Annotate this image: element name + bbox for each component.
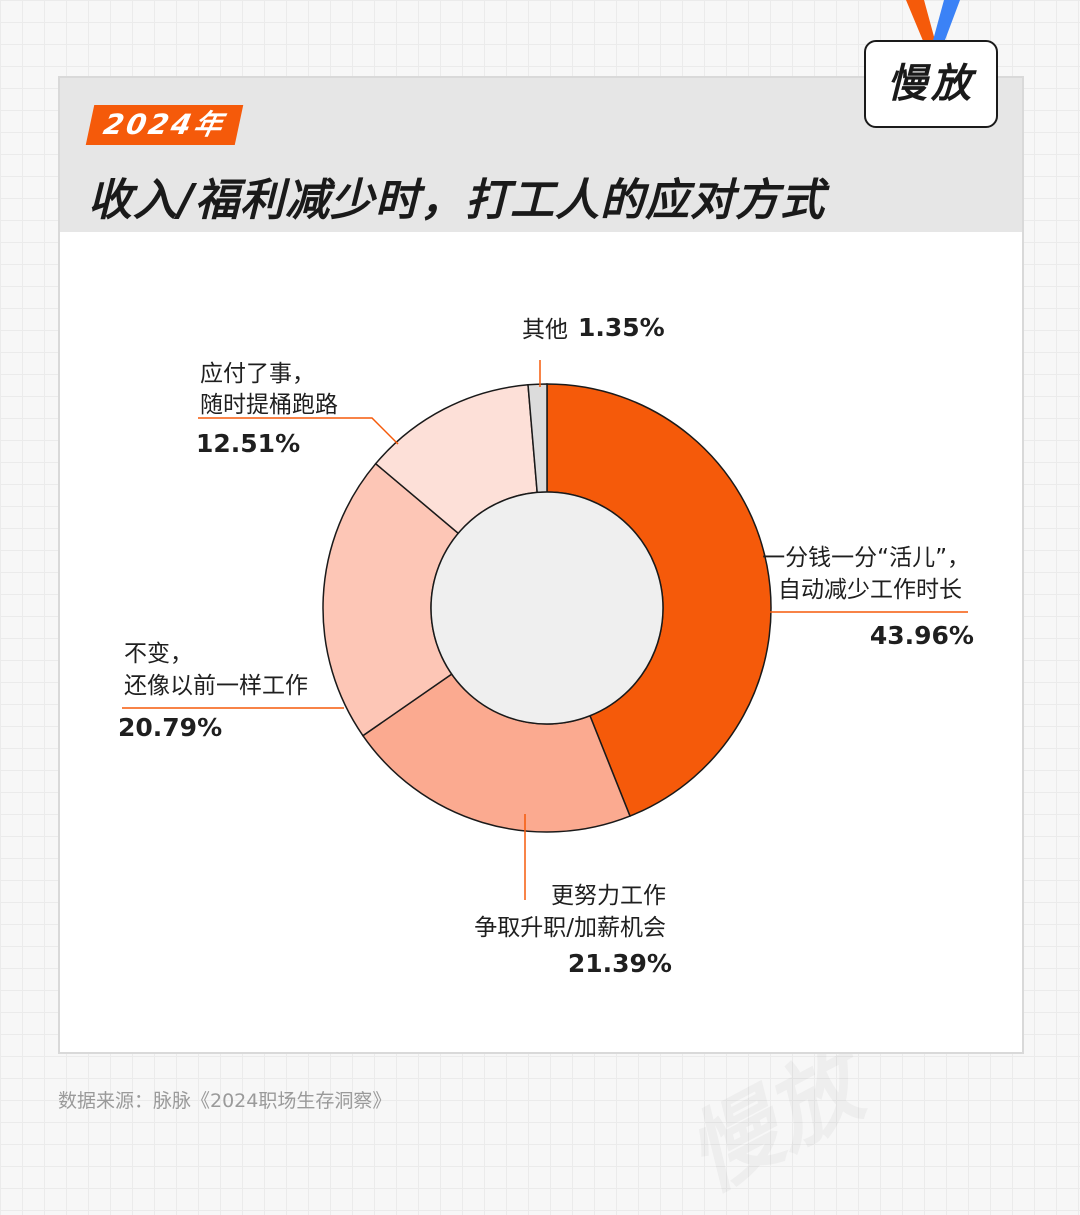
slice-value-4: 1.35% [578,313,665,342]
slice-label-2-line-0: 不变， [124,641,193,667]
slice-label-1-line-1: 争取升职/加薪机会 [474,915,666,941]
slice-value-0: 43.96% [869,621,974,650]
slice-label-3-line-1: 随时提桶跑路 [200,392,338,418]
chart-card: 2024年 收入/福利减少时，打工人的应对方式 [58,76,1024,1054]
slice-value-3: 12.51% [196,429,301,458]
slice-label-2-line-1: 还像以前一样工作 [124,673,308,699]
slice-value-2: 20.79% [118,713,223,742]
brand-logo: 慢放 [864,40,998,128]
donut-chart [122,360,968,900]
leader-line-3 [198,417,399,445]
source-note: 数据来源：脉脉《2024职场生存洞察》 [58,1090,392,1112]
card-header: 2024年 收入/福利减少时，打工人的应对方式 [60,78,1022,232]
donut-hole [430,491,664,725]
slice-label-3-line-0: 应付了事， [200,361,315,387]
slice-label-0-line-0: 一分钱一分“活儿”， [762,545,970,571]
slice-label-4-line-0: 其他 [522,317,568,343]
slice-label-0-line-1: 自动减少工作时长 [778,577,962,603]
slice-label-1-line-0: 更努力工作 [551,883,666,909]
ribbon-icon [906,0,960,48]
slice-value-1: 21.39% [567,949,672,978]
page-title: 收入/福利减少时，打工人的应对方式 [88,175,826,226]
